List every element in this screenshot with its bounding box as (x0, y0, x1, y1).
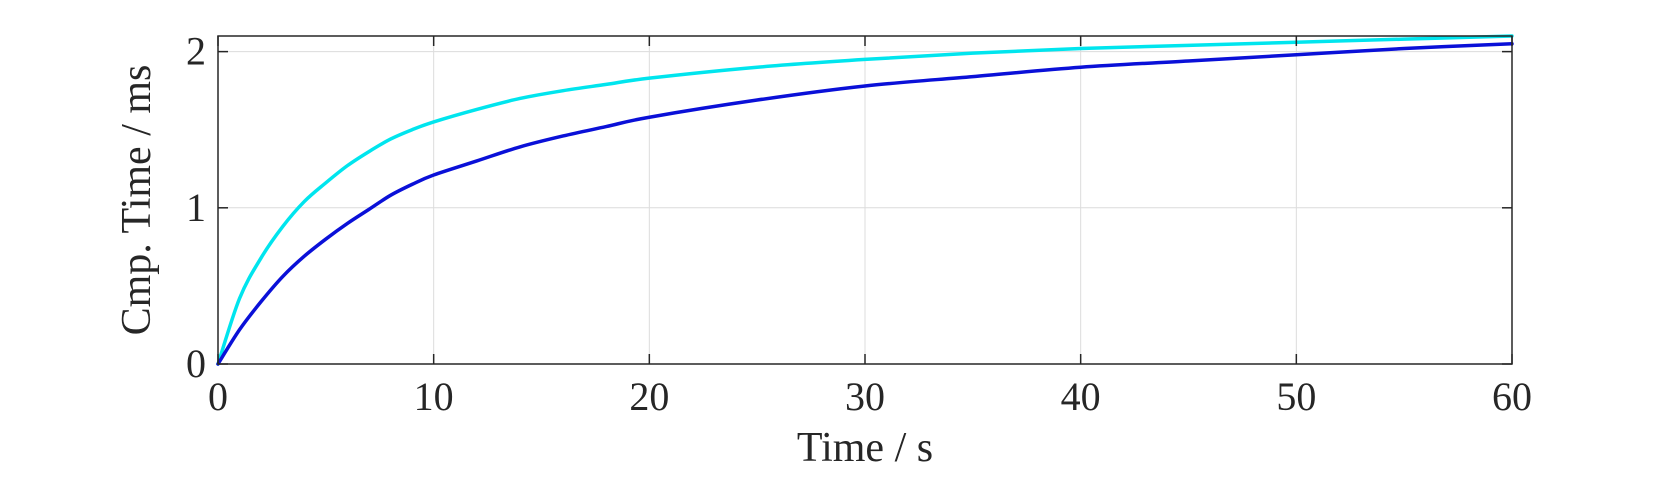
x-tick-label: 30 (845, 374, 885, 419)
y-tick-label: 2 (186, 29, 206, 74)
x-tick-label: 40 (1061, 374, 1101, 419)
x-tick-label: 50 (1276, 374, 1316, 419)
x-axis-label: Time / s (797, 425, 933, 471)
x-tick-label: 60 (1492, 374, 1532, 419)
y-axis-label: Cmp. Time / ms (114, 65, 160, 336)
series-line-1 (216, 34, 1514, 366)
ticks: 0 10 20 30 40 50 60 0 1 2 (186, 29, 1532, 419)
y-tick-label: 0 (186, 341, 206, 386)
x-tick-label: 10 (414, 374, 454, 419)
y-tick-label: 1 (186, 185, 206, 230)
x-tick-label: 20 (629, 374, 669, 419)
series-layer (216, 34, 1514, 366)
series-line-2 (216, 42, 1514, 366)
x-tick-label: 0 (208, 374, 228, 419)
